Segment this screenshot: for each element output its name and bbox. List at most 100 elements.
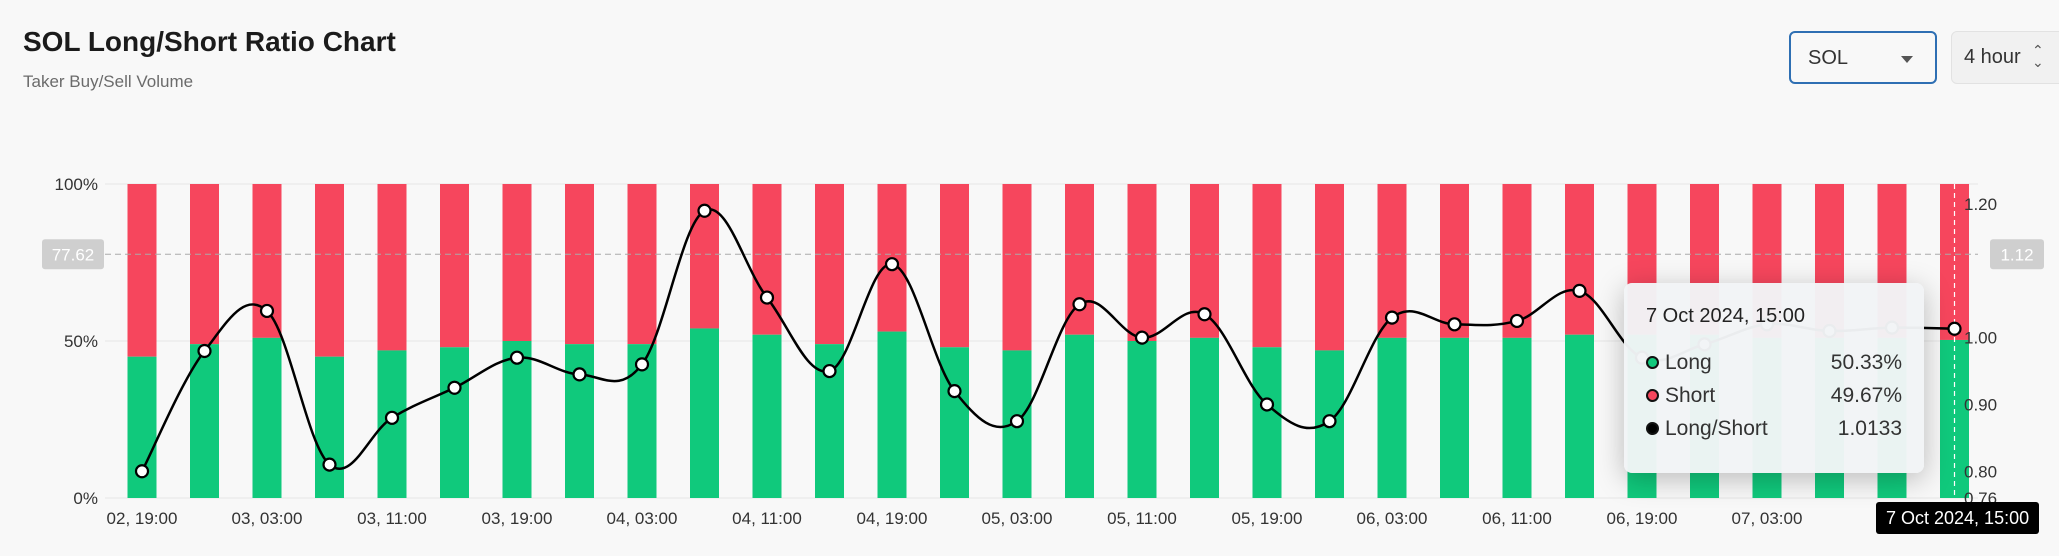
short-dot-icon [1646,389,1659,402]
ratio-line-path [140,208,1955,472]
bar-long [565,344,594,498]
page-subtitle: Taker Buy/Sell Volume [23,72,194,91]
bar-short [1252,184,1282,348]
bar-long [690,328,719,498]
bar-short [565,184,594,345]
ratio-point [1947,321,1962,336]
ratio-point [322,457,337,472]
ratio-point [572,367,587,382]
bar-short [440,184,469,348]
ratio-point [259,303,275,319]
ratio-point [634,357,650,372]
interval-select[interactable]: 4 hour ⌃ ⌄ [1951,31,2059,84]
bar-short [127,184,157,357]
y-left-crosshair-badge-label: 77.62 [52,245,95,264]
bar-short [1315,184,1344,351]
tooltip-row-ratio: Long/Short 1.0133 [1646,412,1902,445]
interval-select-value: 4 hour [1964,46,2021,68]
page-title: SOL Long/Short Ratio Chart [23,26,396,57]
x-tick-label: 03, 11:00 [357,509,427,528]
x-tick-label: 07, 03:00 [1732,509,1803,528]
bar-short [627,184,657,345]
bar-long [752,334,782,498]
tooltip-value: 1.0133 [1837,416,1902,440]
ratio-point [947,384,962,399]
bar-long [940,347,969,498]
crosshair [105,184,1978,498]
ratio-point [197,343,212,359]
ratio-point [822,363,837,379]
bar-long [252,337,282,498]
bar-short [815,184,844,345]
bar-long [315,356,344,498]
crosshair-x-label: 7 Oct 2024, 15:00 [1876,502,2040,534]
up-down-arrows-icon: ⌃ ⌄ [2032,42,2044,70]
bar-long [1065,334,1094,498]
bar-long [1377,337,1407,498]
bar-long [1440,337,1469,498]
bar-short [502,184,532,341]
ratio-point [697,203,712,218]
y-left-crosshair-badge [42,239,104,270]
bar-long [877,331,907,498]
ratio-point [884,257,900,272]
ratio-point [1572,283,1587,298]
bar-short [1065,184,1094,335]
symbol-select-value: SOL [1808,47,1849,69]
x-tick-label: 06, 19:00 [1607,509,1678,528]
x-tick-label: 06, 03:00 [1357,509,1428,528]
y-left-tick-label: 100% [55,175,98,194]
y-left-tick-label: 50% [64,332,98,351]
tooltip-label: Long [1665,350,1712,374]
chart-tooltip: 7 Oct 2024, 15:00 Long 50.33% Short 49.6… [1624,283,1924,473]
symbol-select[interactable]: SOL [1789,31,1937,84]
tooltip-label: Long/Short [1665,416,1768,440]
tooltip-row-long: Long 50.33% [1646,346,1902,379]
bar-short [1565,184,1594,335]
long-dot-icon [1646,356,1659,369]
ratio-point [1447,317,1462,332]
bar-long [1502,337,1532,498]
y-right-crosshair-badge-label: 1.12 [2000,245,2033,264]
ratio-point [384,410,400,425]
x-tick-label: 03, 03:00 [232,509,303,528]
tooltip-value: 49.67% [1830,383,1902,407]
y-right-tick-label: 1.20 [1964,195,1997,214]
x-tick-label: 06, 11:00 [1482,509,1552,528]
bar-long [1127,341,1157,498]
ratio-point [1072,297,1087,312]
tooltip-label: Short [1665,383,1716,407]
ratio-point [1259,397,1275,412]
bar-long [440,347,469,498]
ratio-point [1322,414,1337,429]
bar-long [502,341,532,498]
bar-long [1190,337,1219,498]
bar-short [190,184,219,345]
bar-short [377,184,407,351]
bar-short [940,184,969,348]
chevron-down-icon [1901,56,1913,63]
y-right-tick-label: 1.00 [1964,329,1997,348]
y-right-tick-label: 0.90 [1964,395,1997,414]
y-right-crosshair-badge [1990,239,2044,270]
ratio-point [1197,307,1212,322]
tooltip-value: 50.33% [1830,350,1902,374]
x-tick-label: 05, 19:00 [1232,509,1303,528]
y-left-tick-label: 0% [73,489,98,508]
bar-short [315,184,344,357]
tooltip-title: 7 Oct 2024, 15:00 [1646,305,1806,327]
x-tick-label: 03, 19:00 [482,509,553,528]
bar-long [1565,334,1594,498]
ratio-point [1009,414,1025,429]
x-tick-label: 02, 19:00 [107,509,178,528]
x-tick-label: 04, 19:00 [857,509,928,528]
x-tick-label: 05, 03:00 [982,509,1053,528]
y-right-tick-label: 0.80 [1964,462,1997,481]
tooltip-row-short: Short 49.67% [1646,379,1902,412]
bar-long [190,344,219,498]
ratio-point [1134,330,1150,345]
x-tick-label: 04, 03:00 [607,509,678,528]
bar-short [1502,184,1532,338]
bar-long [1252,347,1282,498]
ratio-point [447,380,462,395]
